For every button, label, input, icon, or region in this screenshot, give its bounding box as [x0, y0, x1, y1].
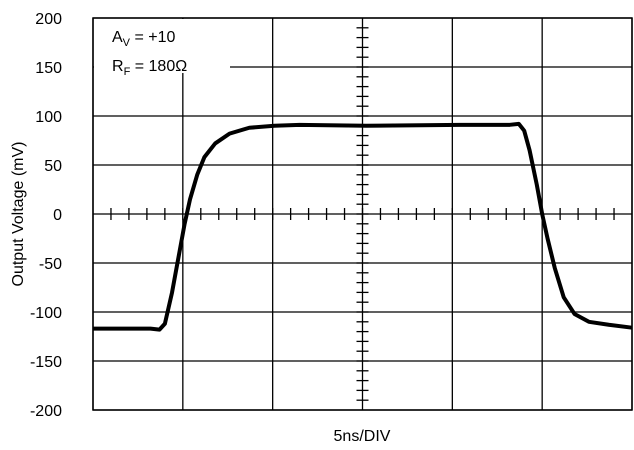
y-tick-label: -100	[30, 305, 62, 322]
annotation-part: R	[112, 58, 124, 75]
y-tick-label: 200	[35, 11, 62, 28]
y-tick-label: 0	[53, 207, 62, 224]
y-tick-label: 150	[35, 60, 62, 77]
annotation-part: = 180Ω	[130, 58, 187, 75]
annotation-part: A	[112, 29, 123, 46]
data-line	[93, 121, 633, 332]
annotation-part: V	[123, 37, 131, 49]
x-axis-label: 5ns/DIV	[334, 428, 391, 445]
annotation-part: = +10	[130, 29, 175, 46]
annotation-background	[94, 19, 230, 73]
annotation-part: F	[124, 66, 131, 78]
annotation: AV = +10	[112, 29, 175, 49]
annotation: RF = 180Ω	[112, 58, 187, 78]
y-tick-label: -150	[30, 354, 62, 371]
y-axis-label: Output Voltage (mV)	[10, 142, 27, 287]
plot-frame	[92, 17, 633, 411]
y-tick-label: 100	[35, 109, 62, 126]
y-tick-label: 50	[44, 158, 62, 175]
y-tick-label: -50	[39, 256, 62, 273]
y-tick-label: -200	[30, 403, 62, 420]
